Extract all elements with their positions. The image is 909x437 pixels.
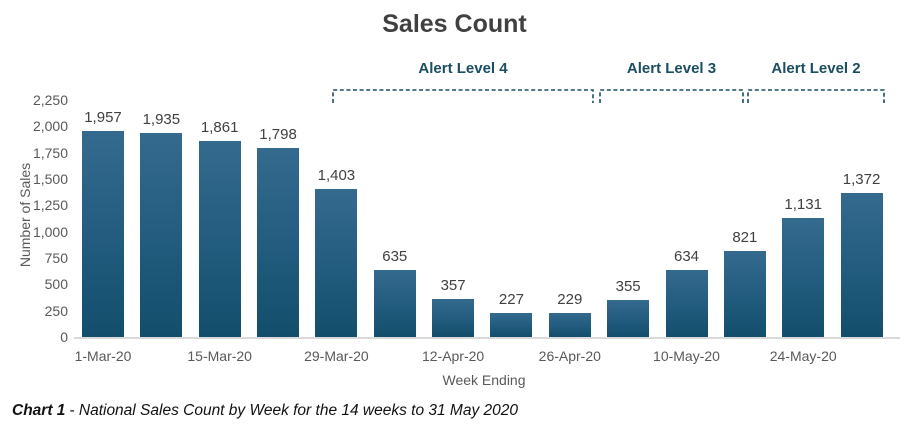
bar bbox=[782, 217, 825, 337]
chart-title: Sales Count bbox=[382, 10, 527, 38]
bar bbox=[257, 147, 300, 337]
y-tick-label: 2,000 bbox=[32, 118, 68, 135]
bar bbox=[373, 270, 416, 337]
alert-level-label: Alert Level 4 bbox=[418, 60, 508, 77]
x-tick-label: 1-Mar-20 bbox=[74, 348, 132, 364]
bar-value-label: 355 bbox=[615, 277, 641, 295]
bar bbox=[607, 299, 650, 337]
alert-level-label: Alert Level 2 bbox=[771, 60, 861, 77]
bar bbox=[140, 133, 183, 337]
x-tick-label: 12-Apr-20 bbox=[421, 348, 485, 364]
bar bbox=[665, 270, 708, 337]
y-tick-label: 1,500 bbox=[32, 171, 68, 188]
bar-value-label: 1,403 bbox=[317, 167, 356, 185]
bar bbox=[548, 312, 591, 337]
bar-value-label: 1,372 bbox=[842, 170, 881, 188]
bar-value-label: 1,957 bbox=[84, 108, 122, 126]
bar-value-label: 635 bbox=[382, 248, 408, 266]
bar-value-label: 357 bbox=[440, 277, 466, 295]
bar-value-label: 1,861 bbox=[200, 119, 239, 137]
bar-value-label: 821 bbox=[732, 228, 758, 246]
bar bbox=[840, 192, 883, 337]
x-axis-line bbox=[74, 337, 900, 339]
alert-bracket bbox=[599, 89, 744, 103]
y-tick-label: 1,250 bbox=[32, 197, 68, 214]
alert-bracket bbox=[332, 89, 594, 103]
y-tick-label: 1,000 bbox=[32, 223, 68, 240]
bar-value-label: 1,131 bbox=[784, 195, 822, 213]
bar bbox=[315, 189, 358, 337]
chart-caption: Chart 1- National Sales Count by Week fo… bbox=[12, 402, 892, 420]
x-tick-label: 10-May-20 bbox=[653, 348, 720, 364]
bar bbox=[198, 141, 241, 337]
y-tick-label: 1,750 bbox=[32, 144, 68, 161]
bar-value-label: 634 bbox=[673, 248, 700, 266]
bar-value-label: 1,798 bbox=[259, 125, 297, 143]
bar-value-label: 227 bbox=[498, 291, 524, 309]
alert-bracket bbox=[747, 89, 885, 103]
y-tick-label: 250 bbox=[44, 302, 68, 319]
bar bbox=[490, 313, 533, 337]
caption-prefix: Chart 1 bbox=[12, 402, 66, 419]
bar bbox=[432, 299, 475, 337]
y-tick-label: 500 bbox=[44, 276, 68, 293]
y-tick-label: 750 bbox=[44, 250, 68, 267]
bar-value-label: 1,935 bbox=[142, 111, 181, 129]
y-tick-label: 2,250 bbox=[32, 92, 68, 109]
x-tick-label: 24-May-20 bbox=[769, 348, 837, 364]
bar bbox=[723, 250, 766, 337]
alert-level-label: Alert Level 3 bbox=[626, 60, 717, 77]
bar bbox=[82, 130, 124, 337]
y-tick-label: 0 bbox=[60, 329, 68, 345]
bar-value-label: 229 bbox=[557, 290, 583, 308]
caption-text: - National Sales Count by Week for the 1… bbox=[69, 402, 519, 419]
x-tick-label: 15-Mar-20 bbox=[187, 348, 252, 364]
x-axis-title: Week Ending bbox=[442, 372, 526, 388]
x-tick-label: 29-Mar-20 bbox=[304, 348, 369, 364]
x-tick-label: 26-Apr-20 bbox=[538, 348, 601, 364]
